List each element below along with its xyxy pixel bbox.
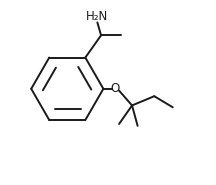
- Text: H₂N: H₂N: [86, 10, 108, 23]
- Text: O: O: [111, 82, 120, 95]
